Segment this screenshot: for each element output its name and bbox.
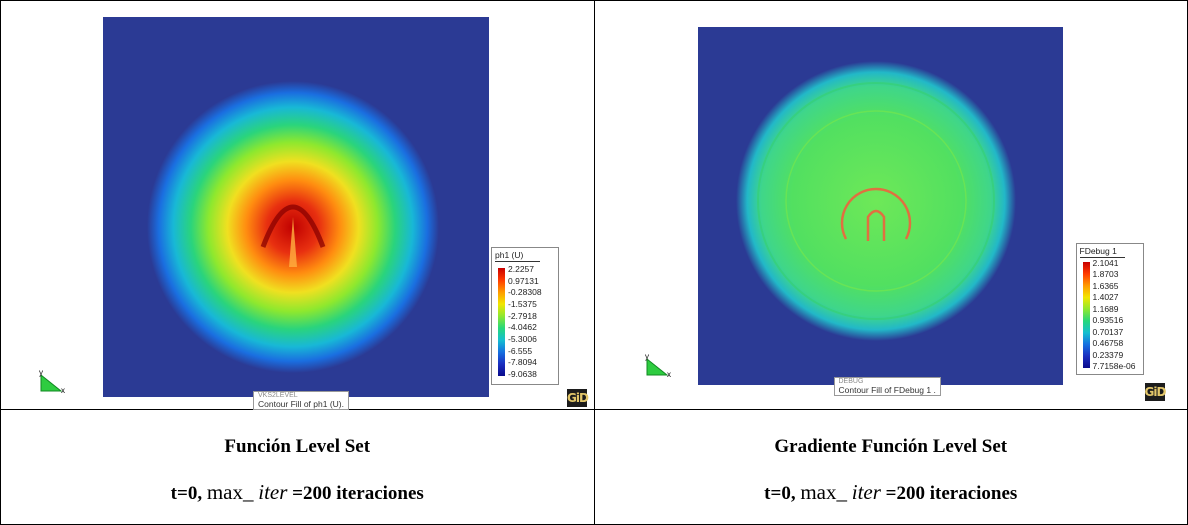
caption-time: t=0, [170,483,203,504]
plot-caption-box: VKS2LEVEL Contour Fill of ph1 (U). [253,391,349,410]
legend-value: 1.1689 [1092,303,1119,314]
right-caption-cell: Gradiente Función Level Set t=0, max_ it… [593,409,1188,525]
caption-params: t=0, max_ iter =200 iteraciones [1,480,594,505]
interface-notch [866,209,885,241]
legend-value: -6.555 [508,345,533,356]
plot-caption-top: VKS2LEVEL [258,392,298,399]
caption-iterations: =200 iteraciones [885,483,1018,504]
plot-caption-box: DEBUG Contour Fill of FDebug 1 . [833,377,941,396]
left-plot-panel: ph1 (U) 2.2257 0.97131 -0.28308 -1.5375 … [1,1,594,410]
axis-x-label: x [667,370,671,379]
gid-logo: GiD [567,389,589,407]
left-image-cell: ph1 (U) 2.2257 0.97131 -0.28308 -1.5375 … [0,0,595,410]
legend-value: 7.7158e-06 [1092,360,1136,371]
axis-y-label: y [645,353,649,361]
caption-iter: iter [851,480,881,504]
caption-iter: iter [258,480,288,504]
axis-y-label: y [39,369,43,377]
legend-value: 0.23379 [1092,349,1124,360]
legend-values: 2.2257 0.97131 -0.28308 -1.5375 -2.7918 … [508,265,542,379]
axes-triad-icon: y x [645,353,671,379]
caption-max: max_ [800,480,847,504]
level-set-notch [289,217,297,267]
right-image-cell: FDebug 1 2.1041 1.8703 1.6365 1.4027 1.1… [593,0,1188,410]
caption-max: max_ [206,480,254,504]
gradient-contour-plot [697,27,1063,385]
axes-triad-icon: y x [39,369,65,395]
left-caption-cell: Función Level Set t=0, max_ iter =200 it… [0,409,595,525]
legend-values: 2.1041 1.8703 1.6365 1.4027 1.1689 0.935… [1093,259,1136,371]
interface-arc [840,187,911,240]
legend-value: 0.97131 [508,275,539,286]
axis-x-label: x [61,386,65,395]
legend-value: -5.3006 [508,333,537,344]
caption-iterations: =200 iteraciones [292,483,424,504]
legend-value: 0.93516 [1092,315,1124,326]
legend-rule [495,261,540,262]
caption-title: Función Level Set [224,436,371,457]
legend-value: -0.28308 [508,287,542,298]
legend-title: ph1 (U) [495,250,524,260]
legend-value: 1.4027 [1092,292,1119,303]
caption-params: t=0, max_ iter =200 iteraciones [595,480,1188,505]
legend-value: 1.6365 [1092,280,1119,291]
color-legend: ph1 (U) 2.2257 0.97131 -0.28308 -1.5375 … [491,247,559,385]
plot-caption: Contour Fill of ph1 (U). [258,399,344,409]
legend-value: -9.0638 [508,368,537,379]
legend-value: -1.5375 [508,298,537,309]
gradient-ring [784,110,967,292]
legend-value: 0.70137 [1092,326,1124,337]
legend-colorbar [1082,262,1090,368]
right-plot-panel: FDebug 1 2.1041 1.8703 1.6365 1.4027 1.1… [595,1,1188,409]
caption-title: Gradiente Función Level Set [774,436,1008,457]
level-set-contour-plot [103,17,489,397]
caption-time: t=0, [764,483,796,504]
gradient-ring [756,82,995,320]
legend-rule [1079,257,1125,258]
plot-caption-top: DEBUG [838,378,864,385]
legend-value: -4.0462 [508,322,537,333]
level-set-ridge [260,204,326,248]
legend-title: FDebug 1 [1079,246,1117,256]
legend-value: -2.7918 [508,310,537,321]
legend-value: 2.2257 [508,264,534,274]
legend-value: 2.1041 [1092,258,1119,268]
legend-colorbar [498,268,505,376]
legend-value: 1.8703 [1092,269,1119,280]
legend-value: -7.8094 [508,357,537,368]
color-legend: FDebug 1 2.1041 1.8703 1.6365 1.4027 1.1… [1075,243,1144,375]
gid-logo: GiD [1144,383,1166,401]
gradient-field [735,61,1016,341]
legend-value: 0.46758 [1092,338,1124,349]
plot-caption: Contour Fill of FDebug 1 . [838,385,936,395]
